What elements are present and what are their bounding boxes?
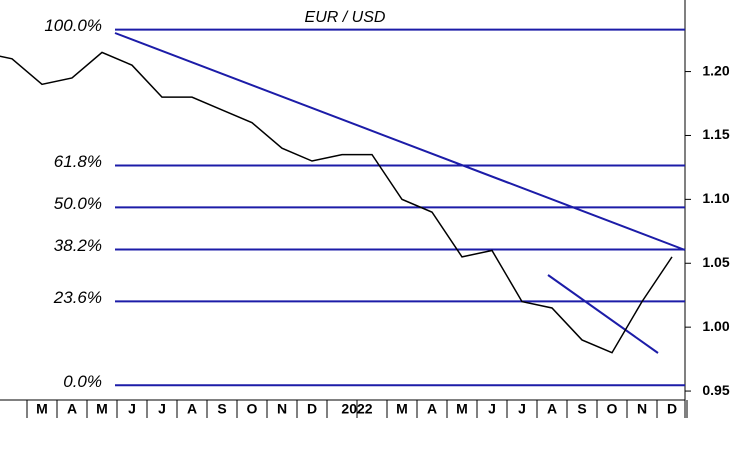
y-tick-label: 1.00 [702,318,729,334]
x-tick-label: O [607,401,618,417]
x-tick-label: N [637,401,647,417]
x-tick-label: D [307,401,317,417]
fib-label: 100.0% [44,16,102,35]
fib-label: 38.2% [54,236,102,255]
x-tick-label: D [667,401,677,417]
y-tick-label: 1.15 [702,126,729,142]
fib-label: 0.0% [63,372,102,391]
x-tick-label: J [518,401,526,417]
fib-label: 23.6% [53,288,102,307]
y-tick-label: 0.95 [702,382,729,398]
fib-label: 61.8% [54,152,102,171]
x-tick-label: A [427,401,437,417]
x-tick-label: A [67,401,77,417]
x-tick-label: J [488,401,496,417]
price-line [0,51,673,354]
x-tick-label: M [36,401,48,417]
x-tick-label: S [577,401,586,417]
chart-title: EUR / USD [305,9,386,26]
x-tick-label: N [277,401,287,417]
x-tick-label: M [96,401,108,417]
x-tick-label: 2022 [341,401,372,417]
x-tick-label: A [547,401,557,417]
x-tick-label: J [158,401,166,417]
trend-line [547,274,659,354]
y-tick-label: 1.20 [702,62,729,78]
y-tick-label: 1.10 [702,190,729,206]
y-tick-label: 1.05 [702,254,729,270]
x-tick-label: A [187,401,197,417]
x-tick-label: M [456,401,468,417]
x-tick-label: S [217,401,226,417]
x-tick-label: O [247,401,258,417]
fib-label: 50.0% [54,194,102,213]
trend-line [114,32,686,251]
x-tick-label: M [396,401,408,417]
x-tick-label: J [128,401,136,417]
